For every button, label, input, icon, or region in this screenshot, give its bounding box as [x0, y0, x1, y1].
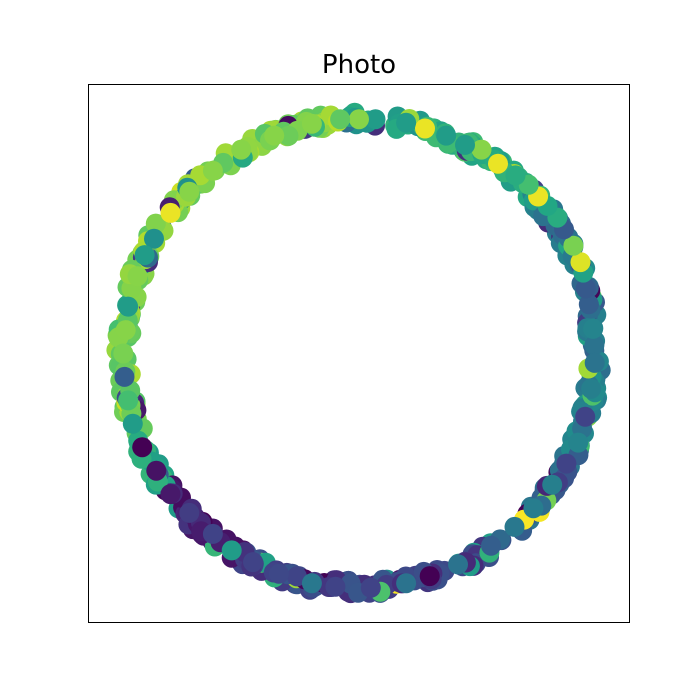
scatter-point	[113, 343, 134, 364]
scatter-point	[264, 125, 285, 146]
scatter-point	[134, 245, 155, 266]
scatter-point	[584, 352, 605, 373]
scatter-point	[436, 125, 457, 146]
scatter-point	[115, 320, 136, 341]
scatter-point	[581, 378, 602, 399]
scatter-point	[360, 577, 381, 598]
axes-frame	[88, 84, 630, 623]
scatter-point	[448, 554, 468, 575]
scatter-point	[301, 113, 322, 134]
scatter-point	[127, 266, 148, 287]
scatter-point	[578, 294, 599, 315]
scatter-point	[396, 112, 417, 133]
scatter-point	[231, 139, 252, 160]
scatter-point	[542, 474, 563, 495]
scatter-point	[523, 498, 544, 519]
scatter-point	[118, 296, 139, 317]
scatter-point	[179, 181, 200, 202]
scatter-point	[556, 453, 577, 474]
scatter-point	[160, 202, 181, 223]
scatter-point	[481, 535, 501, 556]
scatter-point	[455, 134, 475, 155]
scatter-point	[563, 235, 584, 256]
points-layer	[106, 102, 611, 604]
scatter-point	[202, 160, 223, 181]
scatter-point	[330, 109, 351, 130]
scatter-point	[575, 406, 596, 427]
scatter-point	[202, 523, 223, 544]
scatter-point	[118, 390, 139, 411]
scatter-point	[584, 335, 605, 356]
scatter-point	[122, 413, 143, 434]
scatter-point	[419, 566, 440, 587]
scatter-point	[268, 563, 289, 584]
scatter-point	[160, 484, 181, 505]
scatter-point	[415, 118, 435, 139]
scatter-point	[349, 109, 369, 130]
scatter-point	[278, 125, 299, 146]
scatter-point	[583, 318, 603, 339]
scatter-point	[221, 540, 242, 561]
scatter-point	[570, 252, 591, 273]
chart-title: Photo	[321, 50, 397, 80]
scatter-point	[132, 437, 153, 458]
scatter-point	[301, 573, 322, 594]
scatter-point	[568, 432, 589, 453]
scatter-point	[504, 516, 525, 537]
scatter-point	[144, 228, 164, 249]
scatter-point	[325, 576, 346, 597]
scatter-point	[505, 165, 526, 186]
scatter-point	[145, 213, 166, 234]
scatter-point	[365, 109, 386, 130]
scatter-point	[179, 502, 200, 523]
scatter-point	[114, 366, 135, 387]
scatter-point	[243, 552, 263, 573]
scatter-point	[286, 566, 307, 587]
scatter-point	[488, 153, 508, 174]
scatter-point	[575, 278, 596, 299]
scatter-point	[146, 460, 167, 481]
scatter-point	[471, 139, 492, 160]
scatter-point	[396, 573, 417, 594]
